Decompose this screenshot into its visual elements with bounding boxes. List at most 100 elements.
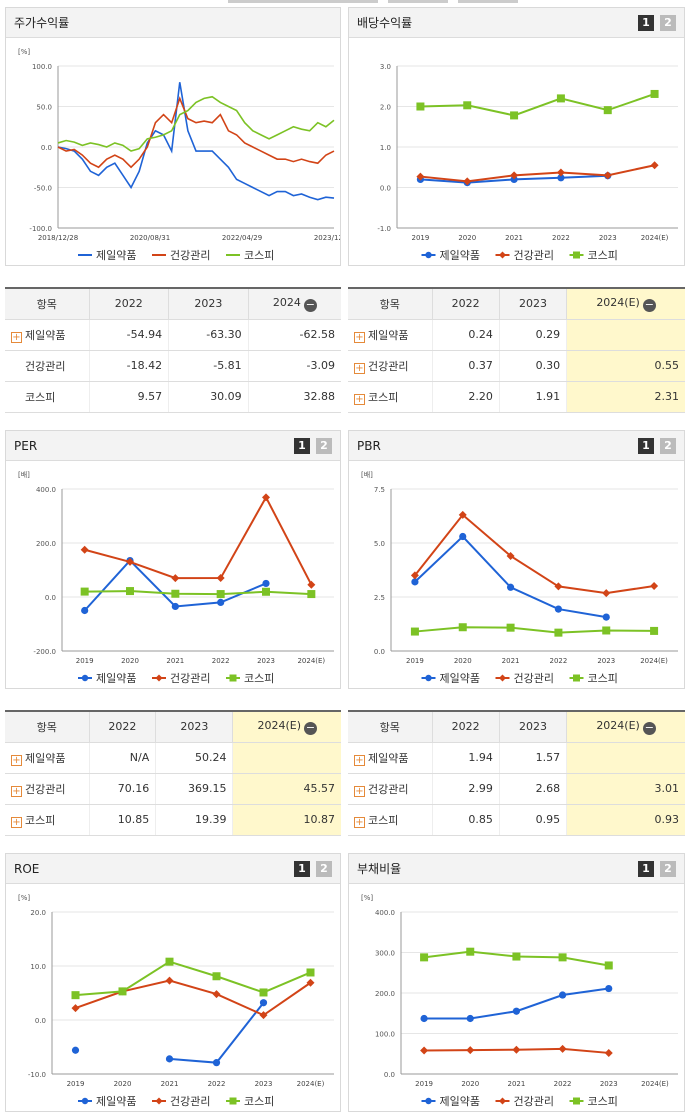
table-cell: 1.57 — [499, 742, 568, 774]
collapse-icon[interactable]: − — [303, 297, 317, 312]
expand-icon[interactable]: + — [11, 785, 22, 797]
table-row: + 건강관리 70.16 369.15 45.57 — [5, 773, 341, 805]
panel-title: PBR — [349, 431, 684, 461]
expand-icon[interactable]: + — [354, 331, 365, 343]
table-cell: -63.30 — [168, 319, 249, 351]
table-cell: 2.20 — [432, 381, 500, 413]
dividend-yield-chart: 3.0 2.0 1.0 0.0 -1.0 2019 2020 2021 2022 2023 2024… — [377, 63, 678, 262]
point-s2 — [126, 557, 134, 566]
legend-label-s2: 건강관리 — [514, 1095, 554, 1108]
view-2-button[interactable]: 2 — [316, 438, 332, 454]
x-tick-label: 2022 — [550, 657, 568, 665]
point-s3 — [410, 627, 419, 636]
legend-label-s1: 제일약품 — [96, 671, 136, 685]
point-s2 — [71, 1004, 80, 1013]
row-name-cell: 건강관리 — [5, 350, 90, 382]
point-s2 — [416, 172, 425, 181]
y-tick-label: 2.0 — [380, 104, 391, 112]
x-tick-label: 2019 — [67, 1080, 85, 1088]
legend-label-s2: 건강관리 — [170, 1095, 210, 1108]
point-s1 — [557, 174, 565, 182]
x-tick-label: 2020/08/31 — [130, 234, 170, 242]
table-cell: 10.87 — [232, 804, 341, 836]
y-tick-label: 100.0 — [375, 1031, 395, 1039]
legend-marker — [155, 1097, 163, 1105]
row-name: 코스피 — [368, 390, 399, 404]
y-tick-label: 10.0 — [30, 963, 46, 971]
legend-marker — [229, 674, 237, 682]
point-s1 — [212, 1059, 221, 1067]
stock-return-panel: 주가수익률 [%] 100.0 50.0 0.0 -50.0 -100.0 2018/12/… — [5, 7, 341, 266]
x-tick-label: 2024(E) — [297, 1080, 325, 1088]
series-line-s2 — [57, 96, 335, 169]
legend-marker — [81, 1097, 89, 1105]
point-s3 — [466, 947, 475, 956]
y-unit-label: [%] — [18, 894, 30, 902]
row-name: 건강관리 — [368, 782, 409, 796]
collapse-icon[interactable]: − — [642, 297, 656, 312]
table-header: 2024(E) − — [566, 288, 685, 320]
expand-icon[interactable]: + — [11, 754, 22, 766]
legend-label-s1: 제일약품 — [96, 248, 136, 262]
table-cell: 369.15 — [155, 773, 234, 805]
table-cell: -3.09 — [248, 350, 341, 382]
view-2-button[interactable]: 2 — [316, 861, 332, 877]
point-s2 — [420, 1046, 429, 1055]
view-1-button[interactable]: 1 — [638, 438, 654, 454]
y-tick-label: 200.0 — [375, 990, 395, 998]
view-2-button[interactable]: 2 — [660, 438, 676, 454]
point-s1 — [262, 579, 270, 588]
view-1-button[interactable]: 1 — [638, 861, 654, 877]
table-cell — [566, 319, 685, 351]
legend: 제일약품 건강관리 코스피 — [421, 248, 618, 262]
table-header: 2022 — [89, 711, 157, 743]
view-1-button[interactable]: 1 — [638, 15, 654, 31]
view-1-button[interactable]: 1 — [294, 438, 310, 454]
point-s2 — [262, 493, 270, 502]
table-header-label: 항목 — [36, 297, 57, 311]
x-tick-label: 2022 — [554, 1080, 572, 1088]
y-unit-label: [%] — [18, 48, 30, 56]
per-chart: [배] 400.0 200.0 0.0 -200.0 2019 2020 2021 2022 20… — [18, 470, 334, 685]
expand-icon[interactable]: + — [11, 816, 22, 828]
view-2-button[interactable]: 2 — [660, 15, 676, 31]
legend-label-s3: 코스피 — [244, 672, 274, 685]
y-tick-label: 400.0 — [375, 909, 395, 917]
table-cell: 2.99 — [432, 773, 500, 805]
table-header-label: 2023 — [518, 297, 547, 311]
legend-label-s3: 코스피 — [588, 672, 618, 685]
view-1-button[interactable]: 1 — [294, 861, 310, 877]
x-tick-label: 2020 — [461, 1080, 479, 1088]
point-s1 — [420, 1014, 428, 1023]
expand-icon[interactable]: + — [354, 816, 365, 828]
row-name: 건강관리 — [25, 782, 66, 796]
expand-icon[interactable]: + — [354, 393, 365, 405]
expand-icon[interactable]: + — [354, 785, 365, 797]
series-line-s3 — [75, 960, 311, 997]
x-tick-label: 2021 — [505, 234, 523, 242]
expand-icon[interactable]: + — [11, 331, 22, 343]
series-line-s2 — [84, 495, 313, 586]
view-2-button[interactable]: 2 — [660, 861, 676, 877]
table-cell: 0.55 — [566, 350, 685, 382]
collapse-icon[interactable]: − — [304, 720, 317, 735]
top-tab-stubs — [228, 0, 518, 3]
point-s2 — [512, 1045, 521, 1054]
table-header-label: 2024(E) — [257, 718, 301, 732]
point-s3 — [118, 987, 127, 996]
point-s1 — [506, 583, 515, 591]
point-s3 — [307, 590, 316, 599]
point-s1 — [217, 598, 225, 606]
table-row: + 건강관리 0.37 0.30 0.55 — [348, 350, 685, 382]
row-name: 코스피 — [25, 813, 56, 827]
y-unit-label: [배] — [18, 470, 30, 479]
expand-icon[interactable]: + — [354, 754, 365, 766]
collapse-icon[interactable]: − — [642, 720, 656, 735]
point-s2 — [410, 571, 419, 580]
point-s3 — [165, 957, 174, 966]
table-header: 2023 — [155, 711, 234, 743]
point-s1 — [512, 1007, 521, 1015]
panel-title: PER — [6, 431, 340, 461]
table-cell: 32.88 — [248, 381, 341, 413]
expand-icon[interactable]: + — [354, 362, 365, 374]
